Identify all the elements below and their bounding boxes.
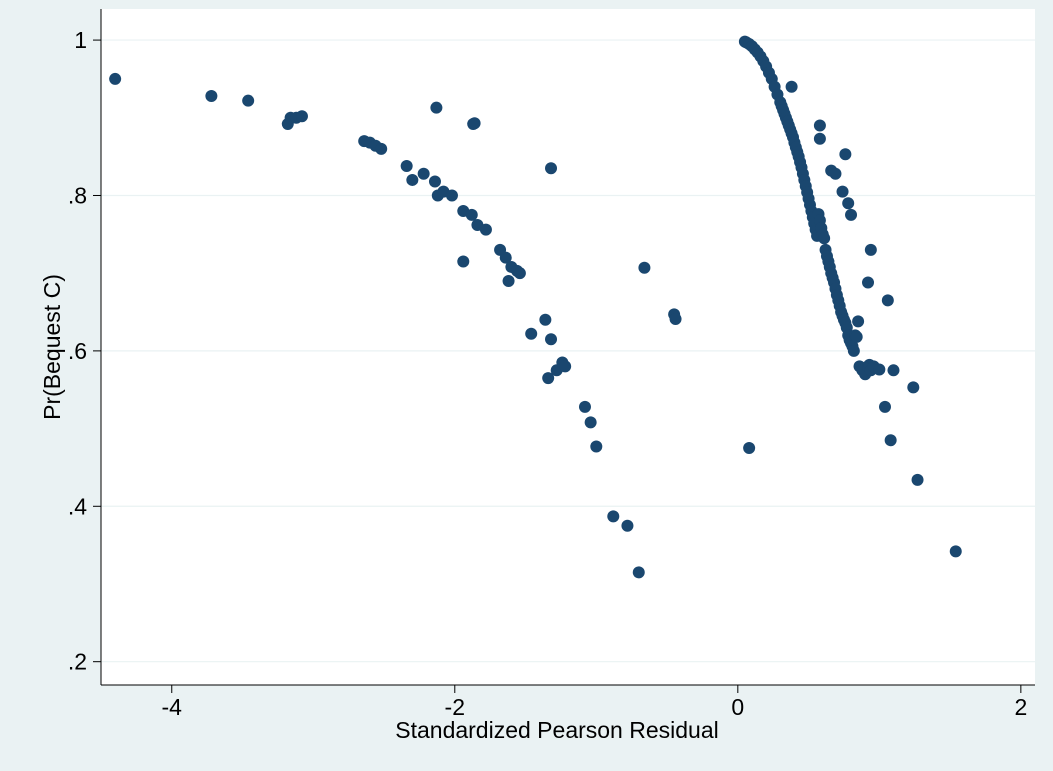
data-point xyxy=(907,381,920,394)
x-tick-label: 2 xyxy=(1014,694,1027,720)
data-point xyxy=(743,442,756,455)
data-point xyxy=(479,223,492,236)
data-point xyxy=(578,400,591,413)
x-tick-label: 0 xyxy=(731,694,744,720)
data-point xyxy=(205,90,218,103)
data-point xyxy=(295,110,308,123)
data-point xyxy=(545,333,558,346)
data-point xyxy=(878,400,891,413)
data-point xyxy=(785,80,798,93)
data-point xyxy=(499,251,512,264)
data-point xyxy=(375,142,388,155)
data-point xyxy=(852,315,865,328)
data-point xyxy=(813,119,826,132)
axes xyxy=(100,9,1035,686)
data-points xyxy=(109,35,962,579)
data-point xyxy=(881,294,894,307)
data-point xyxy=(430,101,443,114)
data-point xyxy=(864,243,877,256)
data-point xyxy=(465,208,478,221)
data-point xyxy=(850,330,863,343)
data-point xyxy=(467,117,480,130)
data-point xyxy=(457,255,470,268)
data-point xyxy=(513,267,526,280)
data-point xyxy=(539,313,552,326)
y-tick-label: .6 xyxy=(68,338,87,364)
data-point xyxy=(842,197,855,210)
plot-area xyxy=(101,9,1035,685)
x-axis-label: Standardized Pearson Residual xyxy=(395,717,718,743)
y-tick-label: .8 xyxy=(68,182,87,208)
data-point xyxy=(836,185,849,198)
y-tick-label: .4 xyxy=(68,493,87,519)
data-point xyxy=(242,94,255,107)
data-point xyxy=(502,274,515,287)
data-point xyxy=(428,175,441,188)
data-point xyxy=(638,261,651,274)
ticks: .2 .4 .6 .8 1 -4 -2 0 2 xyxy=(68,27,1027,720)
data-point xyxy=(887,364,900,377)
data-point xyxy=(400,159,413,172)
data-point xyxy=(590,440,603,453)
y-tick-label: 1 xyxy=(74,27,87,53)
data-point xyxy=(847,344,860,357)
data-point xyxy=(406,173,419,186)
data-point xyxy=(911,473,924,486)
data-point xyxy=(445,189,458,202)
data-point xyxy=(949,545,962,558)
data-point xyxy=(829,167,842,180)
data-point xyxy=(525,327,538,340)
x-tick-label: -4 xyxy=(162,694,183,720)
data-point xyxy=(417,167,430,180)
data-point xyxy=(109,72,122,85)
data-point xyxy=(632,566,645,579)
data-point xyxy=(545,162,558,175)
y-axis-label: Pr(Bequest C) xyxy=(39,274,65,420)
data-point xyxy=(818,232,831,245)
data-point xyxy=(559,360,572,373)
y-tick-label: .2 xyxy=(68,649,87,675)
data-point xyxy=(621,519,634,532)
data-point xyxy=(584,416,597,429)
data-point xyxy=(884,434,897,447)
data-point xyxy=(813,132,826,145)
data-point xyxy=(669,313,682,326)
data-point xyxy=(873,363,886,376)
gridlines xyxy=(101,39,1035,663)
data-point xyxy=(862,276,875,289)
data-point xyxy=(845,208,858,221)
data-point xyxy=(607,510,620,523)
x-tick-label: -2 xyxy=(445,694,465,720)
data-point xyxy=(839,148,852,161)
data-point xyxy=(542,372,555,385)
